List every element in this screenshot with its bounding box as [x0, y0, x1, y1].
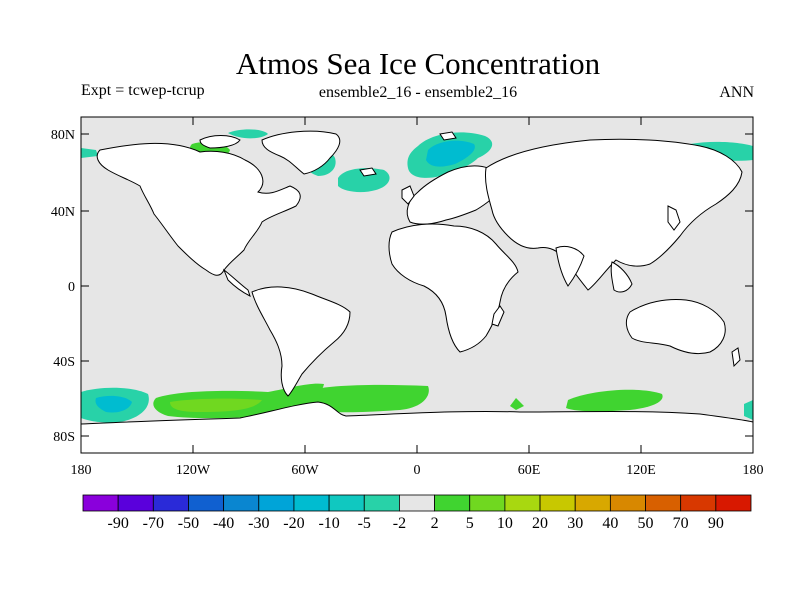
lat-label: 0 [68, 280, 75, 295]
landmass-madagascar [491, 305, 505, 327]
colorbar-swatch [188, 494, 225, 512]
colorbar-swatch [539, 494, 576, 512]
colorbar-label: -20 [283, 515, 304, 532]
ensemble-label: ensemble2_16 - ensemble2_16 [318, 84, 518, 101]
map-axes: 80N 40N 0 40S 80S 180 120W 60W 0 60E 120E 180 [51, 117, 764, 478]
colorbar-label: 30 [567, 515, 583, 532]
colorbar-label: 40 [602, 515, 618, 532]
landmass-new-zealand [731, 347, 741, 368]
colorbar-label: 10 [497, 515, 513, 532]
landmass-svalbard [439, 131, 457, 141]
field-ross-sea-core [95, 395, 132, 413]
lon-label: 0 [414, 463, 421, 478]
colorbar-label: 20 [532, 515, 548, 532]
experiment-label: Expt = tcwep-tcrup [81, 82, 205, 99]
field-south-atlantic-increase [510, 398, 524, 410]
lat-label: 40S [53, 355, 75, 370]
landmass-japan [667, 205, 681, 231]
lat-label: 80S [53, 430, 75, 445]
field-indian-sector-increase [566, 389, 663, 412]
figure-title: Atmos Sea Ice Concentration [235, 46, 601, 81]
colorbar-label: -90 [107, 515, 128, 532]
lon-label: 60E [518, 463, 541, 478]
colorbar-label: -2 [393, 515, 406, 532]
colorbar-swatch [715, 494, 752, 512]
colorbar-swatch [152, 494, 189, 512]
lon-label: 180 [71, 463, 92, 478]
colorbar-swatch [117, 494, 154, 512]
lon-label: 60W [291, 463, 319, 478]
colorbar-label: -70 [143, 515, 164, 532]
colorbar-label: 5 [466, 515, 474, 532]
landmass-greenland [261, 130, 341, 175]
landmass-antarctica [80, 401, 754, 454]
colorbar-label: 70 [673, 515, 689, 532]
season-label: ANN [719, 84, 754, 101]
lat-label: 40N [51, 205, 75, 220]
colorbar-swatch [363, 494, 400, 512]
colorbar-swatch [574, 494, 611, 512]
colorbar-swatch [399, 494, 435, 512]
colorbar-swatch [258, 494, 295, 512]
colorbar-swatch [645, 494, 682, 512]
ice-anomaly-fields [81, 129, 753, 423]
colorbar-swatch [328, 494, 365, 512]
field-amundsen-core [170, 398, 262, 412]
landmass-central-america [222, 268, 251, 297]
field-greenland-sea-decrease [338, 168, 390, 193]
field-east-antarctic-decrease [744, 400, 753, 420]
landmass-arctic-islands [199, 135, 241, 149]
landmass-africa [388, 223, 519, 353]
colorbar-swatch [293, 494, 330, 512]
landmass-south-america [251, 286, 351, 397]
colorbar-label: 50 [638, 515, 654, 532]
field-arctic-decrease [228, 129, 268, 139]
landmass-india [555, 245, 585, 287]
coastlines [80, 130, 754, 454]
colorbar-swatch [469, 494, 506, 512]
colorbar-label: -50 [178, 515, 199, 532]
colorbar-label: -5 [358, 515, 371, 532]
landmass-north-america [96, 142, 301, 276]
colorbar-label: -40 [213, 515, 234, 532]
lat-label: 80N [51, 128, 75, 143]
field-bering-west-decrease [81, 148, 98, 158]
colorbar: -90 -70 -50 -40 -30 -20 -10 -5 -2 2 5 10 20 30 40 50 70 9… [82, 494, 752, 532]
colorbar-swatch [223, 494, 260, 512]
colorbar-swatch [609, 494, 646, 512]
colorbar-label: 90 [708, 515, 724, 532]
colorbar-label: -10 [318, 515, 339, 532]
colorbar-swatch [680, 494, 717, 512]
field-barents-core [426, 140, 475, 167]
landmass-se-asia [610, 261, 633, 293]
colorbar-swatch [434, 494, 471, 512]
colorbar-swatch [82, 494, 119, 512]
colorbar-swatch [504, 494, 541, 512]
colorbar-label: -30 [248, 515, 269, 532]
lon-label: 120E [626, 463, 656, 478]
landmass-australia [625, 299, 726, 355]
lon-label: 180 [743, 463, 764, 478]
landmass-iceland [359, 167, 377, 177]
lon-label: 120W [176, 463, 211, 478]
landmass-asia [485, 138, 743, 291]
colorbar-label: 2 [431, 515, 439, 532]
landmass-british-isles [401, 185, 415, 205]
